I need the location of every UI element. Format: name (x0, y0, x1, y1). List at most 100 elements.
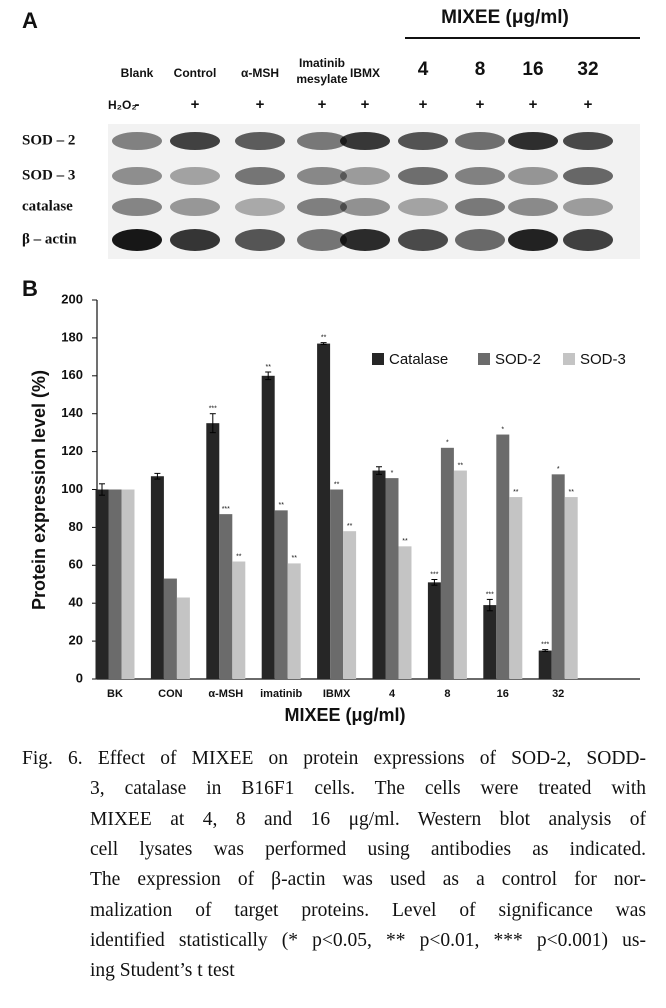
treatment-sign: + (361, 96, 370, 113)
blot-band (508, 167, 558, 185)
error-bar (486, 598, 493, 612)
error-bar (320, 342, 327, 346)
y-axis-label: Protein expression level (%) (29, 370, 49, 610)
treatment-label: H₂O₂ (108, 98, 137, 112)
lane-label: 8 (475, 59, 486, 80)
legend-label: Catalase (389, 351, 448, 368)
x-tick-label: 8 (444, 688, 450, 700)
x-tick-label: BK (107, 688, 123, 700)
bar (509, 497, 523, 679)
blot-row-label: β – actin (22, 231, 77, 247)
blot-band (112, 198, 162, 216)
significance-label: *** (209, 406, 217, 413)
significance-label: ** (513, 489, 519, 496)
bar (317, 343, 331, 679)
significance-label: ** (291, 555, 297, 562)
bar (453, 470, 467, 679)
bar (372, 470, 386, 679)
y-tick-label: 200 (61, 291, 83, 306)
x-tick-label: 32 (552, 688, 564, 700)
y-tick-label: 180 (61, 329, 83, 344)
treatment-sign: + (191, 96, 200, 113)
blot-band (112, 229, 162, 251)
treatment-sign: - (135, 96, 140, 113)
treatment-sign: + (419, 96, 428, 113)
bar (440, 447, 454, 679)
legend-swatch (478, 353, 490, 365)
x-axis-label: MIXEE (μg/ml) (284, 705, 405, 725)
bar (287, 563, 301, 679)
blot-band (235, 229, 285, 251)
blot-band (112, 132, 162, 150)
y-tick-label: 160 (61, 367, 83, 382)
significance-label: ** (278, 502, 284, 509)
bar (274, 510, 288, 679)
bar (427, 582, 441, 679)
significance-label: ** (402, 538, 408, 545)
significance-label: ** (347, 523, 353, 530)
bar (496, 434, 510, 679)
y-tick-label: 100 (61, 481, 83, 496)
error-bar (376, 466, 382, 475)
x-tick-label: 16 (497, 688, 509, 700)
error-bar (265, 371, 272, 381)
significance-label: ** (321, 334, 327, 341)
significance-label: ** (568, 489, 574, 496)
x-tick-label: α-MSH (208, 688, 243, 700)
caption-line: ing Student’s t test (90, 960, 235, 982)
error-bar (99, 483, 105, 496)
treatment-sign: + (529, 96, 538, 113)
lane-label: α-MSH (241, 66, 279, 80)
bar (121, 489, 135, 679)
error-bar (154, 472, 161, 480)
error-bar (542, 649, 549, 653)
caption-line: cell lysates was performed using antibod… (90, 838, 646, 860)
blot-band (297, 229, 347, 251)
blot-band (455, 229, 505, 251)
significance-label: *** (222, 506, 230, 513)
bar (206, 423, 220, 679)
blot-band (297, 198, 347, 216)
blot-band (508, 198, 558, 216)
blot-band (398, 167, 448, 185)
y-tick-label: 20 (69, 633, 83, 648)
blot-band (340, 167, 390, 185)
blot-band (297, 132, 347, 150)
blot-band (235, 132, 285, 150)
significance-label: * (446, 440, 449, 447)
blot-band (563, 198, 613, 216)
caption-line: identified statistically (* p<0.05, ** p… (90, 929, 646, 951)
significance-label: ** (236, 553, 242, 560)
x-tick-label: CON (158, 688, 183, 700)
blot-band (170, 198, 220, 216)
group-label: MIXEE (μg/ml) (441, 7, 569, 28)
figure-canvas: A MIXEE (μg/ml) Blank - Control + α-MSH + Imatin… (22, 7, 640, 725)
significance-label: ** (334, 481, 340, 488)
significance-label: *** (486, 591, 494, 598)
lane-label: 4 (418, 59, 429, 80)
bar (95, 489, 109, 679)
treatment-sign: + (476, 96, 485, 113)
y-tick-label: 140 (61, 405, 83, 420)
significance-label: *** (430, 571, 438, 578)
legend-label: SOD-2 (495, 351, 541, 368)
bar (163, 578, 177, 679)
blot-band (398, 132, 448, 150)
significance-label: * (391, 470, 394, 477)
blot-band (563, 167, 613, 185)
blot-band (508, 132, 558, 150)
bar (232, 561, 246, 679)
y-tick-label: 120 (61, 443, 83, 458)
bar (551, 474, 565, 679)
significance-label: ** (265, 364, 271, 371)
bar (343, 531, 357, 679)
blot-band (340, 229, 390, 251)
blot-row-label: SOD – 2 (22, 132, 75, 148)
significance-label: *** (541, 641, 549, 648)
x-tick-label: imatinib (260, 688, 302, 700)
lane-label: Imatinib mesylate (296, 56, 348, 86)
bar (483, 605, 497, 679)
blot-band (112, 167, 162, 185)
blot-band (297, 167, 347, 185)
